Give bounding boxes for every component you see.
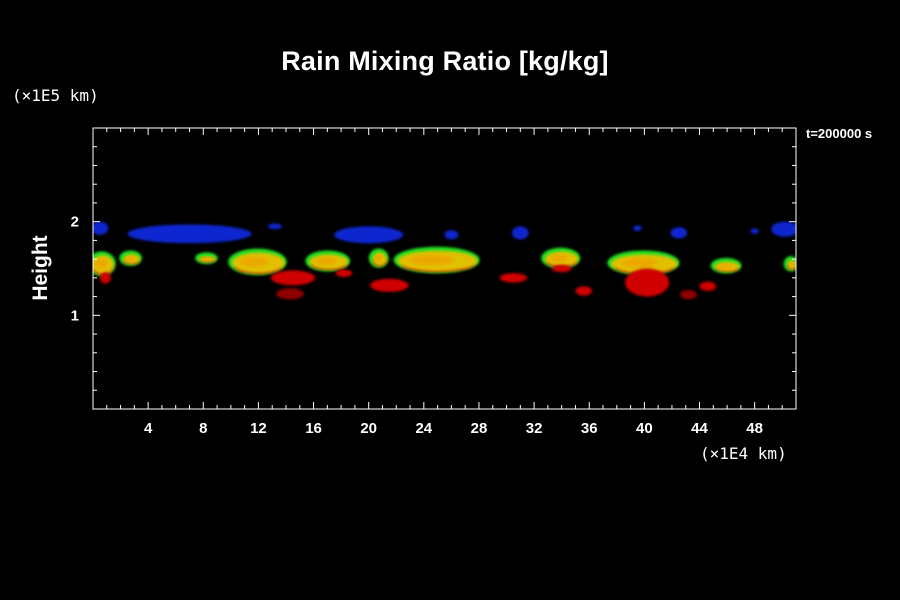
rain-blob bbox=[633, 225, 642, 232]
rain-blob bbox=[444, 230, 459, 240]
x-tick-label: 28 bbox=[471, 420, 488, 437]
rain-blob bbox=[268, 223, 282, 230]
rain-blob bbox=[680, 290, 697, 300]
rain-blob bbox=[575, 286, 592, 296]
rain-blob bbox=[512, 226, 529, 240]
rain-blob bbox=[370, 278, 409, 292]
rain-blob-core bbox=[718, 263, 733, 269]
rain-blob bbox=[334, 226, 404, 244]
x-tick-label: 8 bbox=[199, 420, 207, 437]
rain-field-layer bbox=[93, 221, 796, 300]
rain-blob bbox=[625, 268, 670, 297]
x-tick-label: 44 bbox=[691, 420, 708, 437]
x-tick-label: 24 bbox=[415, 420, 432, 437]
rain-blob-core bbox=[409, 254, 454, 266]
rain-blob-core bbox=[788, 261, 794, 267]
x-tick-label: 12 bbox=[250, 420, 267, 437]
rain-blob bbox=[276, 288, 304, 300]
rain-blob-core bbox=[315, 257, 337, 265]
rain-blob bbox=[750, 228, 759, 234]
plot-frame bbox=[92, 127, 797, 410]
rain-blob-core bbox=[550, 254, 569, 263]
rain-blob-core bbox=[94, 259, 108, 269]
rain-blob-core bbox=[201, 257, 211, 261]
x-tick-label: 4 bbox=[144, 420, 153, 437]
chart-title: Rain Mixing Ratio [kg/kg] bbox=[281, 46, 609, 76]
x-tick-label: 48 bbox=[746, 420, 763, 437]
x-axis-unit: (×1E4 km) bbox=[700, 444, 787, 463]
rain-blob bbox=[335, 269, 353, 277]
y-axis-unit: (×1E5 km) bbox=[12, 86, 99, 105]
rain-blob bbox=[99, 272, 111, 284]
rain-blob-core bbox=[240, 256, 269, 268]
rain-blob bbox=[552, 264, 572, 273]
y-tick-label: 1 bbox=[71, 307, 79, 324]
rain-blob bbox=[670, 227, 688, 239]
x-tick-label: 36 bbox=[581, 420, 598, 437]
rain-blob-core bbox=[125, 256, 135, 262]
time-label: t=200000 s bbox=[806, 126, 873, 141]
rain-blob bbox=[127, 224, 252, 244]
rain-blob bbox=[499, 273, 528, 283]
rain-blob-core bbox=[374, 255, 383, 262]
rain-blob bbox=[270, 270, 315, 286]
rain-blob bbox=[93, 221, 109, 235]
x-tick-label: 32 bbox=[526, 420, 543, 437]
rain-blob bbox=[771, 221, 796, 237]
rain-blob bbox=[699, 281, 717, 291]
rain-blob-core bbox=[621, 258, 658, 268]
x-tick-label: 16 bbox=[305, 420, 322, 437]
y-tick-label: 2 bbox=[71, 214, 79, 231]
x-tick-label: 40 bbox=[636, 420, 653, 437]
x-tick-label: 20 bbox=[360, 420, 377, 437]
